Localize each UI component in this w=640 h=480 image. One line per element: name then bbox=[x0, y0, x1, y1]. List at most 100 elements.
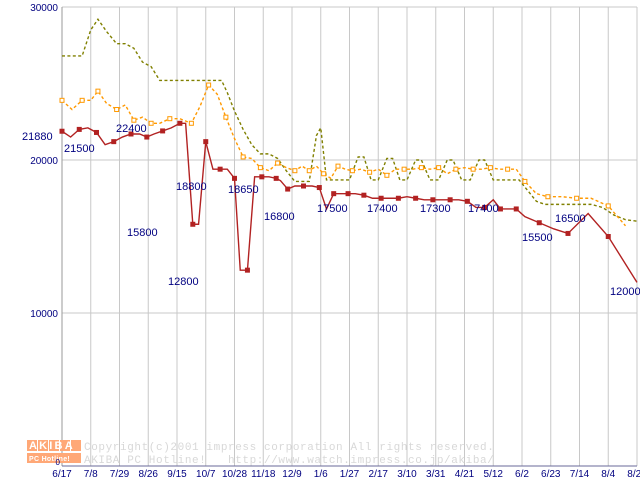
series-marker-minimum bbox=[177, 120, 183, 126]
x-tick-label: 7/14 bbox=[570, 469, 590, 480]
series-marker-average bbox=[306, 168, 312, 174]
x-tick-label: 3/10 bbox=[397, 469, 417, 480]
watermark-block: Copyright(c)2001 impress corporation All… bbox=[84, 442, 494, 467]
series-marker-minimum bbox=[447, 197, 453, 203]
y-tick-label: 30000 bbox=[30, 3, 58, 14]
data-value-label: 18650 bbox=[228, 184, 259, 196]
series-marker-minimum bbox=[497, 206, 503, 212]
x-tick-label: 3/31 bbox=[426, 469, 446, 480]
data-value-label: 18800 bbox=[176, 181, 207, 193]
series-marker-minimum bbox=[217, 166, 223, 172]
data-value-label: 17400 bbox=[367, 203, 398, 215]
x-axis-tick-labels: 6/17 7/8 7/29 8/26 9/15 10/7 10/28 11/18 12/9 1/6… bbox=[52, 469, 640, 480]
akiba-logo-letters: AKIBA bbox=[27, 440, 81, 452]
series-marker-minimum bbox=[203, 139, 209, 145]
series-marker-minimum bbox=[144, 134, 150, 140]
series-marker-average bbox=[292, 168, 298, 174]
series-marker-minimum bbox=[244, 267, 250, 273]
series-marker-minimum bbox=[378, 195, 384, 201]
series-marker-minimum bbox=[536, 220, 542, 226]
series-marker-average bbox=[275, 160, 281, 166]
x-tick-label: 12/9 bbox=[282, 469, 302, 480]
series-marker-average bbox=[188, 120, 194, 126]
data-value-label: 15500 bbox=[522, 232, 553, 244]
series-marker-minimum bbox=[259, 174, 265, 180]
x-tick-label: 10/7 bbox=[196, 469, 216, 480]
data-value-label: 12800 bbox=[168, 276, 199, 288]
series-marker-minimum bbox=[111, 139, 117, 145]
series-marker-average bbox=[59, 97, 65, 103]
x-tick-label: 4/21 bbox=[455, 469, 475, 480]
x-tick-label: 11/18 bbox=[251, 469, 276, 480]
akiba-logo: AKIBA PC Hotline! bbox=[27, 440, 81, 463]
series-marker-minimum bbox=[395, 195, 401, 201]
series-marker-minimum bbox=[160, 128, 166, 134]
series-max bbox=[62, 18, 638, 222]
data-value-label: 17400 bbox=[468, 203, 499, 215]
series-minimum bbox=[59, 120, 638, 283]
series-marker-minimum bbox=[190, 221, 196, 227]
x-tick-label: 10/28 bbox=[222, 469, 247, 480]
series-marker-minimum bbox=[331, 191, 337, 197]
series-marker-average bbox=[335, 163, 341, 169]
series-marker-minimum bbox=[273, 175, 279, 181]
akiba-logo-top-text: AKIBA bbox=[29, 440, 75, 452]
watermark-copyright-line: Copyright(c)2001 impress corporation All… bbox=[84, 442, 494, 454]
akiba-logo-bottom-text: PC Hotline! bbox=[29, 456, 70, 463]
series-marker-average bbox=[240, 154, 246, 160]
x-tick-label: 6/23 bbox=[541, 469, 561, 480]
y-tick-label: 20000 bbox=[30, 156, 58, 167]
series-marker-average bbox=[453, 166, 459, 172]
series-marker-minimum bbox=[430, 197, 436, 203]
series-line-average bbox=[61, 83, 627, 227]
series-marker-minimum bbox=[301, 183, 306, 189]
data-value-label: 17300 bbox=[420, 203, 451, 215]
series-marker-minimum bbox=[464, 198, 470, 204]
akiba-logo-subbar bbox=[27, 453, 81, 463]
series-marker-minimum bbox=[361, 192, 367, 198]
y-tick-label: 10000 bbox=[30, 309, 58, 320]
y-tick-label: 0 bbox=[56, 458, 61, 467]
series-marker-average bbox=[418, 165, 424, 171]
y-axis-tick-labels: 0 10000 20000 30000 bbox=[30, 3, 60, 467]
x-tick-label: 1/6 bbox=[314, 469, 328, 480]
series-marker-average bbox=[436, 165, 442, 171]
series-marker-average bbox=[257, 165, 263, 171]
series-marker-average bbox=[401, 166, 407, 172]
series-marker-average bbox=[131, 117, 137, 123]
series-marker-average bbox=[349, 168, 355, 174]
series-marker-average bbox=[79, 97, 85, 103]
x-tick-label: 1/27 bbox=[340, 469, 360, 480]
x-tick-label: 7/29 bbox=[110, 469, 130, 480]
series-marker-minimum bbox=[59, 128, 65, 134]
series-marker-minimum bbox=[94, 129, 99, 135]
series-marker-minimum bbox=[605, 234, 611, 239]
data-value-label: 16500 bbox=[555, 213, 586, 225]
watermark-site-name: AKIBA PC Hotline! bbox=[84, 455, 206, 467]
series-marker-minimum bbox=[513, 206, 519, 212]
x-tick-label: 5/12 bbox=[484, 469, 504, 480]
x-tick-label: 7/8 bbox=[84, 469, 98, 480]
vertical-gridlines bbox=[61, 7, 638, 466]
series-marker-average bbox=[384, 172, 390, 178]
series-marker-minimum bbox=[413, 195, 419, 201]
series-marker-average bbox=[167, 116, 173, 122]
series-marker-minimum bbox=[345, 191, 351, 197]
data-value-label: 15800 bbox=[127, 227, 158, 239]
series-marker-average bbox=[470, 166, 476, 172]
series-marker-average bbox=[605, 203, 611, 209]
x-tick-label: 6/2 bbox=[515, 469, 529, 480]
series-marker-minimum bbox=[232, 175, 237, 181]
series-marker-average bbox=[148, 120, 154, 126]
series-marker-average bbox=[206, 82, 212, 88]
data-value-annotations: 21880 21500 22400 15800 12800 18800 18650 16800… bbox=[22, 123, 640, 298]
series-marker-average bbox=[114, 107, 120, 113]
series-marker-average bbox=[321, 171, 327, 177]
x-tick-label: 2/17 bbox=[369, 469, 389, 480]
x-tick-label: 6/17 bbox=[52, 469, 72, 480]
data-value-label: 17500 bbox=[317, 203, 348, 215]
series-marker-minimum bbox=[285, 186, 291, 192]
series-marker-average bbox=[574, 195, 580, 201]
watermark-url: http://www.watch.impress.co.jp/akiba/ bbox=[228, 455, 494, 467]
